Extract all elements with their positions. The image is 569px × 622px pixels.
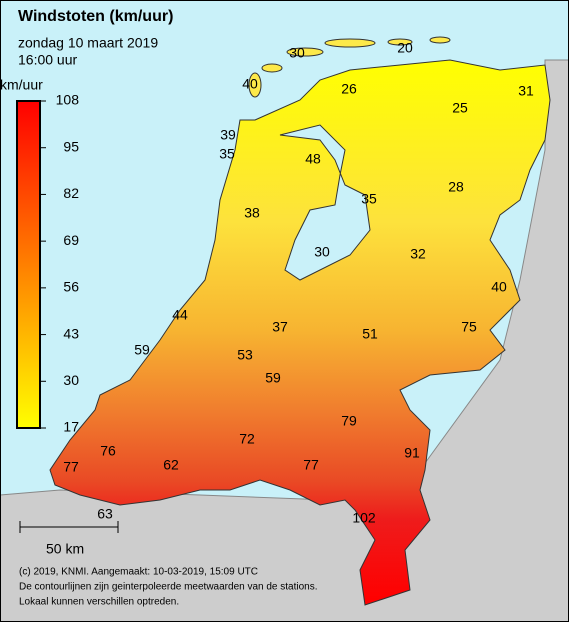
station-value: 59 <box>134 342 150 358</box>
station-value: 40 <box>242 76 258 92</box>
station-value: 76 <box>100 443 116 459</box>
time: 16:00 uur <box>18 52 77 68</box>
footer-line: De contourlijnen zijn geinterpoleerde me… <box>19 582 318 593</box>
station-value: 91 <box>404 445 420 461</box>
netherlands <box>49 59 551 606</box>
legend-unit: km/uur <box>0 77 43 93</box>
station-value: 28 <box>448 179 464 195</box>
wadden-islands <box>248 36 451 98</box>
station-value: 79 <box>341 413 357 429</box>
station-value: 32 <box>410 246 426 262</box>
station-value: 35 <box>361 191 377 207</box>
station-value: 37 <box>272 319 288 335</box>
legend-tick-label: 43 <box>63 325 79 341</box>
station-value: 44 <box>172 307 188 323</box>
station-value: 102 <box>352 510 376 526</box>
station-value: 30 <box>289 45 305 61</box>
station-value: 20 <box>397 40 413 56</box>
legend-tick-label: 56 <box>63 279 79 295</box>
station-value: 39 <box>220 127 236 143</box>
station-value: 26 <box>341 81 357 97</box>
footer-line: Lokaal kunnen verschillen optreden. <box>19 597 179 608</box>
station-value: 31 <box>518 83 534 99</box>
title: Windstoten (km/uur) <box>18 8 173 25</box>
legend-tick-label: 95 <box>63 138 79 154</box>
station-value: 77 <box>303 457 319 473</box>
station-value: 30 <box>314 244 330 260</box>
station-value: 63 <box>97 506 113 522</box>
station-value: 62 <box>163 457 179 473</box>
legend-tick-label: 82 <box>63 185 79 201</box>
station-value: 35 <box>219 146 235 162</box>
date: zondag 10 maart 2019 <box>18 35 158 51</box>
legend-tick-label: 30 <box>63 372 79 388</box>
station-value: 59 <box>265 370 281 386</box>
station-value: 75 <box>461 319 477 335</box>
station-value: 51 <box>362 326 378 342</box>
scale-label: 50 km <box>46 541 84 557</box>
ijsselmeer <box>279 124 371 281</box>
legend: km/uur <box>0 77 43 429</box>
station-value: 40 <box>491 279 507 295</box>
station-value: 48 <box>305 151 321 167</box>
footer-line: (c) 2019, KNMI. Aangemaakt: 10-03-2019, … <box>19 567 258 578</box>
neighbour-land <box>0 59 569 622</box>
station-value: 53 <box>237 347 253 363</box>
legend-tick-label: 69 <box>63 232 79 248</box>
legend-tick-label: 17 <box>63 419 79 435</box>
color-bar <box>16 100 41 429</box>
legend-tick-label: 108 <box>56 92 80 108</box>
station-value: 77 <box>63 459 79 475</box>
station-value: 38 <box>244 205 260 221</box>
station-value: 25 <box>452 100 468 116</box>
station-value: 72 <box>239 431 255 447</box>
